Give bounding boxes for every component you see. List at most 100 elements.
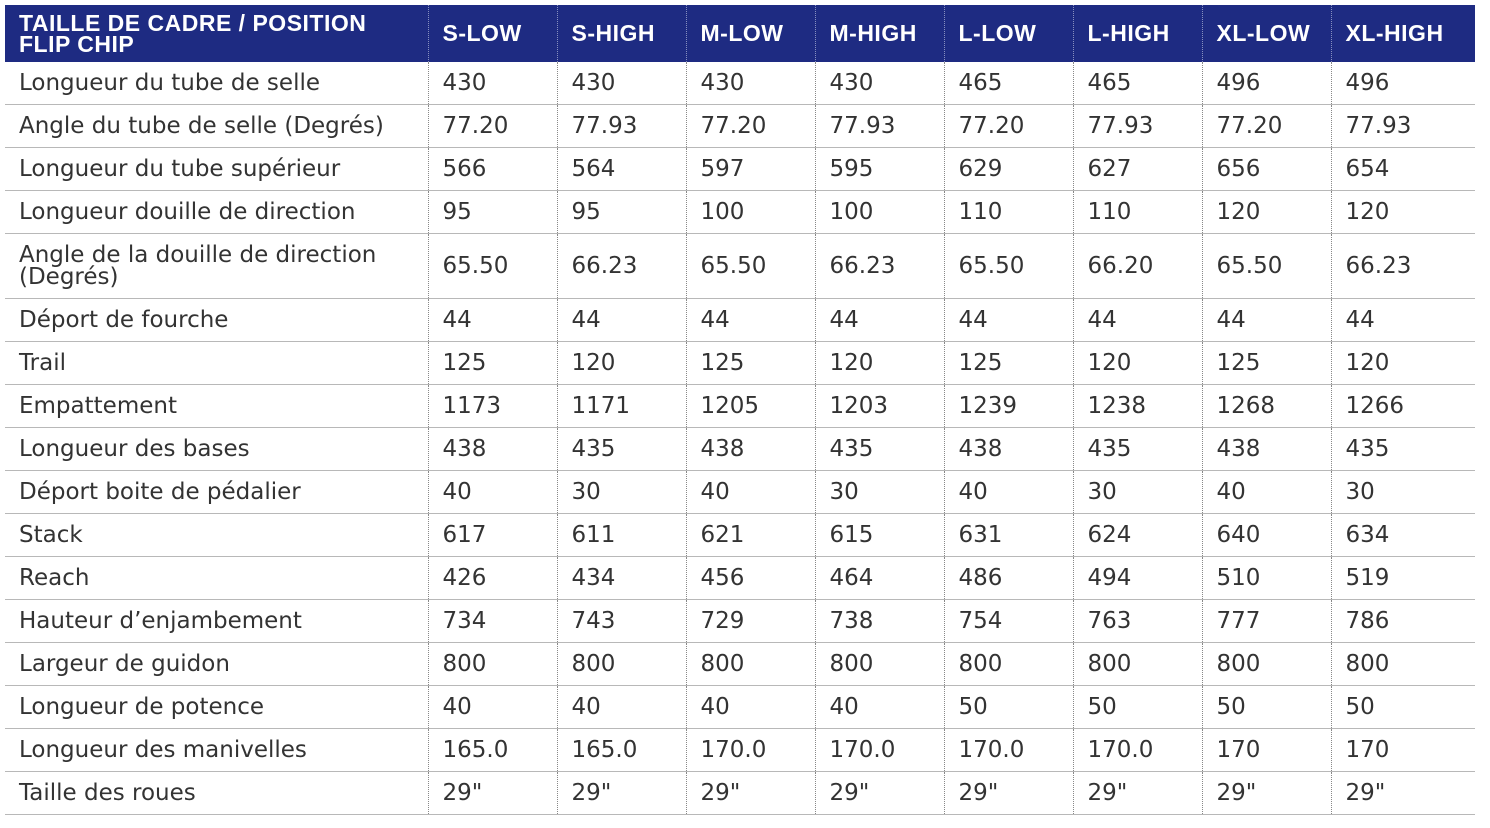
- cell: 125: [685, 341, 815, 385]
- table-row: Longueur du tube de selle 430 430 430 430 465…: [5, 62, 1475, 105]
- row-label: Déport de fourche: [5, 298, 428, 342]
- cell: 170.0: [1072, 728, 1202, 772]
- cell: 65.50: [685, 233, 815, 299]
- cell: 438: [1201, 427, 1331, 471]
- header-cell: L-LOW: [943, 5, 1073, 62]
- cell: 1171: [556, 384, 686, 428]
- cell: 95: [427, 190, 557, 234]
- cell: 438: [427, 427, 557, 471]
- table-row: Empattement 1173 1171 1205 1203 1239 1238 1268 1…: [5, 384, 1475, 428]
- cell: 438: [943, 427, 1073, 471]
- cell: 50: [1072, 685, 1202, 729]
- cell: 1203: [814, 384, 944, 428]
- table-row: Hauteur d’enjambement 734 743 729 738 754 763 7…: [5, 599, 1475, 643]
- cell: 800: [1330, 642, 1475, 686]
- cell: 40: [685, 685, 815, 729]
- row-label: Trail: [5, 341, 428, 385]
- cell: 1205: [685, 384, 815, 428]
- cell: 44: [1072, 298, 1202, 342]
- cell: 30: [1330, 470, 1475, 514]
- cell: 464: [814, 556, 944, 600]
- cell: 621: [685, 513, 815, 557]
- header-cell: S-HIGH: [556, 5, 686, 62]
- cell: 65.50: [427, 233, 557, 299]
- cell: 170: [1201, 728, 1331, 772]
- row-label: Longueur du tube de selle: [5, 62, 428, 105]
- cell: 430: [814, 62, 944, 105]
- cell: 30: [556, 470, 686, 514]
- cell: 1266: [1330, 384, 1475, 428]
- cell: 44: [685, 298, 815, 342]
- cell: 800: [1072, 642, 1202, 686]
- cell: 1239: [943, 384, 1073, 428]
- cell: 800: [943, 642, 1073, 686]
- table-row: Angle du tube de selle (Degrés) 77.20 77.9…: [5, 104, 1475, 148]
- cell: 496: [1201, 62, 1331, 105]
- cell: 40: [427, 470, 557, 514]
- cell: 110: [1072, 190, 1202, 234]
- row-label: Angle de la douille de direction (Degrés…: [5, 233, 428, 299]
- cell: 125: [427, 341, 557, 385]
- cell: 496: [1330, 62, 1475, 105]
- cell: 65.50: [1201, 233, 1331, 299]
- cell: 40: [427, 685, 557, 729]
- table-row: Reach 426 434 456 464 486 494 510 519: [5, 556, 1475, 600]
- cell: 738: [814, 599, 944, 643]
- cell: 615: [814, 513, 944, 557]
- cell: 465: [1072, 62, 1202, 105]
- cell: 165.0: [556, 728, 686, 772]
- cell: 125: [943, 341, 1073, 385]
- cell: 110: [943, 190, 1073, 234]
- cell: 44: [1201, 298, 1331, 342]
- cell: 754: [943, 599, 1073, 643]
- cell: 170.0: [814, 728, 944, 772]
- cell: 611: [556, 513, 686, 557]
- header-cell: M-LOW: [685, 5, 815, 62]
- geometry-table: TAILLE DE CADRE / POSITION FLIP CHIP S-LO…: [5, 5, 1475, 815]
- cell: 120: [556, 341, 686, 385]
- cell: 29": [1330, 771, 1475, 815]
- cell: 654: [1330, 147, 1475, 191]
- cell: 77.93: [1072, 104, 1202, 148]
- header-cell: M-HIGH: [814, 5, 944, 62]
- table-row: Longueur des manivelles 165.0 165.0 170.0 17…: [5, 728, 1475, 772]
- cell: 100: [814, 190, 944, 234]
- cell: 627: [1072, 147, 1202, 191]
- cell: 65.50: [943, 233, 1073, 299]
- cell: 656: [1201, 147, 1331, 191]
- cell: 120: [1072, 341, 1202, 385]
- cell: 77.93: [814, 104, 944, 148]
- cell: 1268: [1201, 384, 1331, 428]
- cell: 66.20: [1072, 233, 1202, 299]
- cell: 77.20: [685, 104, 815, 148]
- cell: 120: [1330, 341, 1475, 385]
- cell: 77.20: [427, 104, 557, 148]
- cell: 66.23: [814, 233, 944, 299]
- header-cell: S-LOW: [427, 5, 557, 62]
- table-row: Stack 617 611 621 615 631 624 640 634: [5, 513, 1475, 557]
- cell: 763: [1072, 599, 1202, 643]
- cell: 435: [1072, 427, 1202, 471]
- cell: 510: [1201, 556, 1331, 600]
- cell: 40: [814, 685, 944, 729]
- row-label: Empattement: [5, 384, 428, 428]
- row-label: Longueur du tube supérieur: [5, 147, 428, 191]
- cell: 40: [556, 685, 686, 729]
- header-cell: XL-LOW: [1201, 5, 1331, 62]
- cell: 597: [685, 147, 815, 191]
- header-cell: L-HIGH: [1072, 5, 1202, 62]
- cell: 44: [427, 298, 557, 342]
- cell: 634: [1330, 513, 1475, 557]
- table-row: Largeur de guidon 800 800 800 800 800 800 800 80…: [5, 642, 1475, 686]
- table-row: Longueur des bases 438 435 438 435 438 435 438 4…: [5, 427, 1475, 471]
- row-label: Angle du tube de selle (Degrés): [5, 104, 428, 148]
- cell: 435: [556, 427, 686, 471]
- row-label: Longueur douille de direction: [5, 190, 428, 234]
- cell: 29": [556, 771, 686, 815]
- cell: 40: [1201, 470, 1331, 514]
- table-row: Longueur du tube supérieur 566 564 597 595 62…: [5, 147, 1475, 191]
- cell: 800: [685, 642, 815, 686]
- cell: 50: [1330, 685, 1475, 729]
- row-label: Longueur de potence: [5, 685, 428, 729]
